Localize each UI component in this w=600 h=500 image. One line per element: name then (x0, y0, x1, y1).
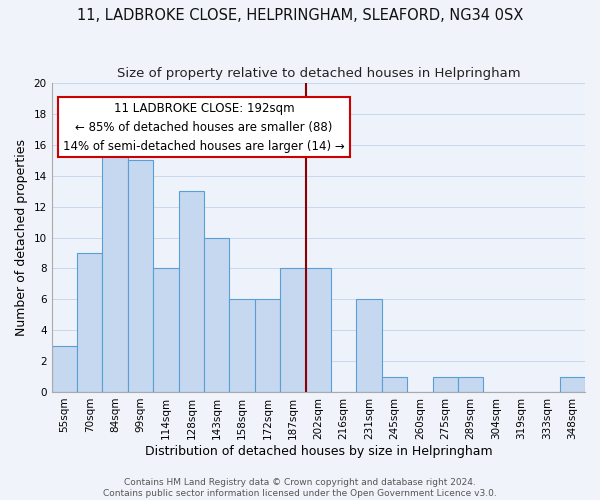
Bar (433, 376, 458, 392)
Title: Size of property relative to detached houses in Helpringham: Size of property relative to detached ho… (116, 68, 520, 80)
Bar (179, 191, 204, 392)
Bar (382, 376, 407, 392)
Bar (204, 238, 229, 392)
Bar (280, 268, 305, 392)
Bar (153, 268, 179, 392)
Text: 11 LADBROKE CLOSE: 192sqm
← 85% of detached houses are smaller (88)
14% of semi-: 11 LADBROKE CLOSE: 192sqm ← 85% of detac… (63, 102, 345, 152)
Bar (560, 376, 585, 392)
Bar (128, 160, 153, 392)
Bar (77, 253, 103, 392)
Bar (458, 376, 484, 392)
Bar (52, 346, 77, 392)
Bar (103, 145, 128, 392)
Bar (255, 300, 280, 392)
Bar (305, 268, 331, 392)
Y-axis label: Number of detached properties: Number of detached properties (15, 139, 28, 336)
Text: Contains HM Land Registry data © Crown copyright and database right 2024.
Contai: Contains HM Land Registry data © Crown c… (103, 478, 497, 498)
Bar (356, 300, 382, 392)
X-axis label: Distribution of detached houses by size in Helpringham: Distribution of detached houses by size … (145, 444, 492, 458)
Bar (229, 300, 255, 392)
Text: 11, LADBROKE CLOSE, HELPRINGHAM, SLEAFORD, NG34 0SX: 11, LADBROKE CLOSE, HELPRINGHAM, SLEAFOR… (77, 8, 523, 22)
